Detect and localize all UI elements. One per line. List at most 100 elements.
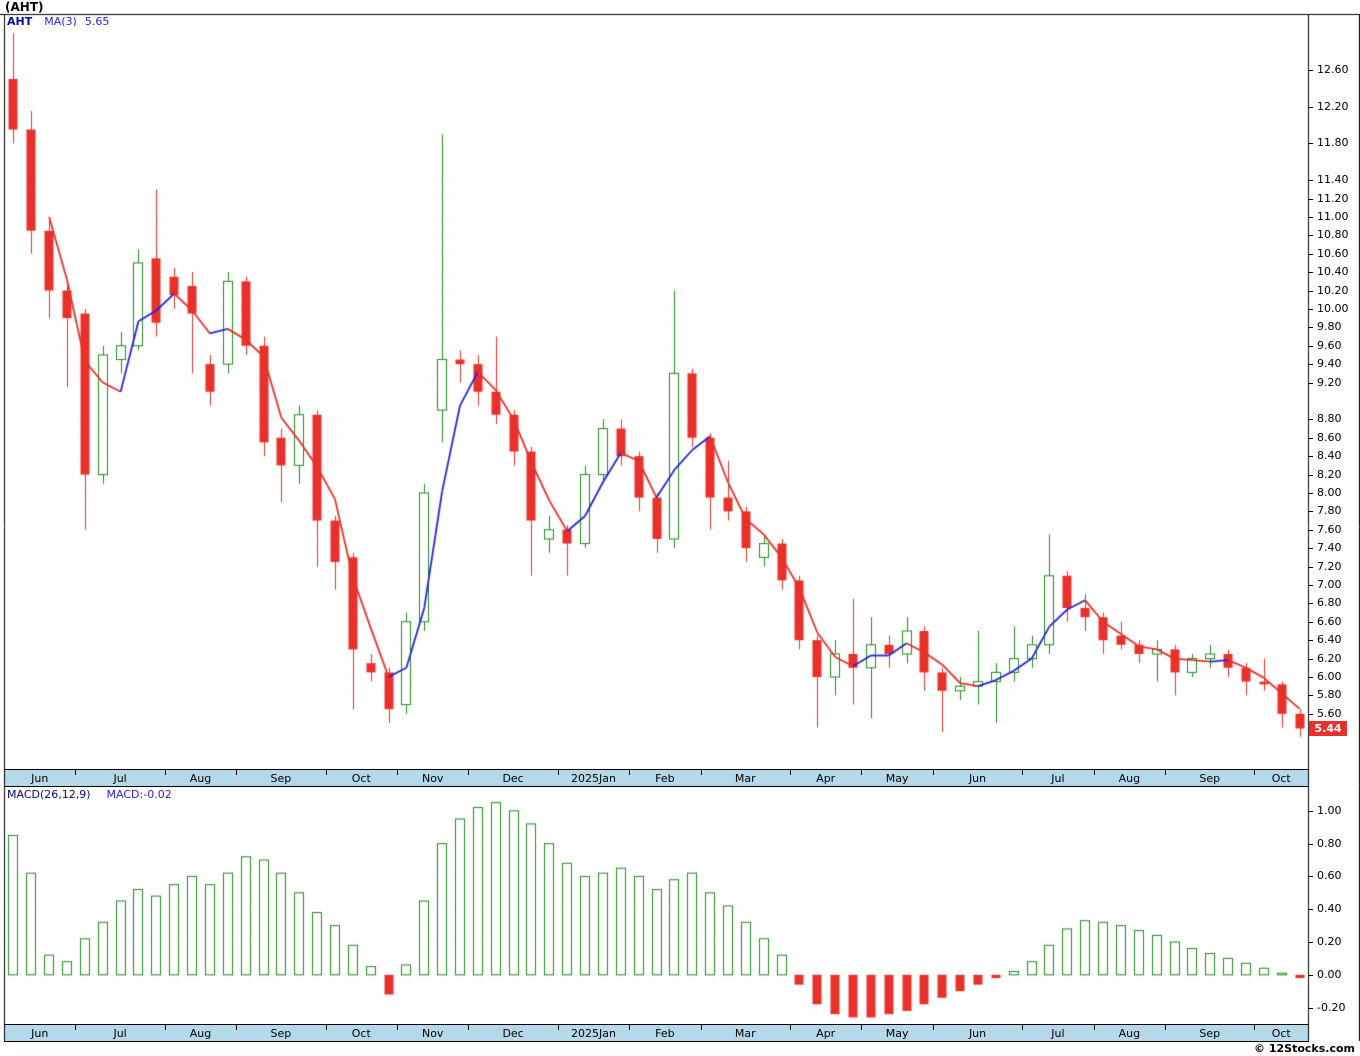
month-boundary-tick bbox=[558, 770, 559, 775]
month-boundary-tick bbox=[933, 1025, 934, 1030]
price-axis-label: 7.00 bbox=[1317, 577, 1342, 591]
axis-tick bbox=[1308, 530, 1313, 531]
axis-tick bbox=[1308, 143, 1313, 144]
price-axis-label: 11.00 bbox=[1317, 209, 1349, 223]
price-axis-label: 8.40 bbox=[1317, 449, 1342, 463]
month-boundary-tick bbox=[701, 1025, 702, 1030]
price-legend: AHT MA(3) 5.65 bbox=[7, 15, 109, 28]
macd-indicator-label: MACD(26,12,9) bbox=[7, 788, 91, 801]
axis-tick bbox=[1308, 942, 1313, 943]
month-label: Dec bbox=[502, 1027, 524, 1040]
axis-tick bbox=[1308, 909, 1313, 910]
month-label: May bbox=[885, 1027, 909, 1040]
axis-tick bbox=[1308, 585, 1313, 586]
month-label: Nov bbox=[421, 1027, 444, 1040]
month-label: Aug bbox=[189, 772, 212, 785]
month-boundary-tick bbox=[629, 770, 630, 775]
month-boundary-tick bbox=[790, 1025, 791, 1030]
last-price-badge: 5.44 bbox=[1309, 720, 1347, 736]
axis-tick bbox=[1308, 695, 1313, 696]
axis-tick bbox=[1308, 254, 1313, 255]
month-boundary-tick bbox=[1022, 1025, 1023, 1030]
month-boundary-tick bbox=[468, 770, 469, 775]
month-boundary-tick bbox=[397, 770, 398, 775]
x-axis-month-band-bottom: Jun Jul Aug Sep Oct Nov Dec 2025Jan Feb Mar Apr May… bbox=[4, 1024, 1309, 1042]
month-boundary-tick bbox=[558, 1025, 559, 1030]
axis-tick bbox=[1308, 107, 1313, 108]
axis-tick bbox=[1308, 714, 1313, 715]
price-axis-label: 10.40 bbox=[1317, 265, 1349, 279]
price-axis-label: 6.20 bbox=[1317, 651, 1342, 665]
month-label: Nov bbox=[421, 772, 444, 785]
price-axis-label: 9.40 bbox=[1317, 357, 1342, 371]
month-label: 2025Jan bbox=[570, 772, 616, 785]
price-axis-label: 7.60 bbox=[1317, 522, 1342, 536]
price-axis-label: 12.60 bbox=[1317, 62, 1349, 76]
axis-tick bbox=[1308, 383, 1313, 384]
price-axis-label: 7.20 bbox=[1317, 559, 1342, 573]
price-axis-label: 5.60 bbox=[1317, 706, 1342, 720]
legend-ma-value: 5.65 bbox=[84, 15, 110, 28]
chart-title: (AHT) bbox=[5, 0, 44, 14]
x-axis-month-band-top: Jun Jul Aug Sep Oct Nov Dec 2025Jan Feb Mar Apr May… bbox=[4, 769, 1309, 787]
month-boundary-tick bbox=[236, 770, 237, 775]
axis-tick bbox=[1308, 419, 1313, 420]
macd-axis-label: 0.80 bbox=[1317, 836, 1342, 850]
price-axis-label: 6.00 bbox=[1317, 669, 1342, 683]
macd-axis-label: -0.20 bbox=[1317, 1000, 1346, 1014]
month-label: Jun bbox=[968, 1027, 987, 1040]
macd-legend: MACD(26,12,9) MACD:-0.02 bbox=[7, 788, 172, 801]
month-label: Aug bbox=[1118, 772, 1141, 785]
axis-tick bbox=[1308, 456, 1313, 457]
axis-tick bbox=[1308, 346, 1313, 347]
price-axis-label: 5.80 bbox=[1317, 688, 1342, 702]
axis-tick bbox=[1308, 1008, 1313, 1009]
price-axis-label: 6.80 bbox=[1317, 596, 1342, 610]
month-label: Sep bbox=[1199, 1027, 1221, 1040]
macd-axis-label: 0.00 bbox=[1317, 967, 1342, 981]
month-label: Apr bbox=[816, 1027, 836, 1040]
price-axis-label: 11.80 bbox=[1317, 136, 1349, 150]
axis-tick bbox=[1308, 811, 1313, 812]
month-label: Feb bbox=[655, 772, 675, 785]
axis-tick bbox=[1308, 291, 1313, 292]
axis-tick bbox=[1308, 235, 1313, 236]
month-boundary-tick bbox=[75, 1025, 76, 1030]
month-boundary-tick bbox=[1094, 770, 1095, 775]
axis-tick bbox=[1308, 199, 1313, 200]
price-axis: 12.60 12.20 11.80 11.40 11.20 11.00 10.80 10.60… bbox=[1308, 0, 1360, 1056]
price-axis-label: 10.60 bbox=[1317, 246, 1349, 260]
legend-symbol: AHT bbox=[7, 15, 33, 28]
axis-tick bbox=[1308, 475, 1313, 476]
axis-tick bbox=[1308, 364, 1313, 365]
macd-axis-label: 0.60 bbox=[1317, 869, 1342, 883]
price-axis-label: 9.20 bbox=[1317, 375, 1342, 389]
month-label: Jul bbox=[1051, 772, 1065, 785]
month-label: Sep bbox=[270, 772, 292, 785]
axis-tick bbox=[1308, 548, 1313, 549]
month-label: Jul bbox=[113, 1027, 127, 1040]
axis-tick bbox=[1308, 327, 1313, 328]
month-label: Oct bbox=[1271, 772, 1291, 785]
legend-ma-label: MA(3) bbox=[44, 15, 77, 28]
price-axis-label: 6.40 bbox=[1317, 633, 1342, 647]
price-axis-label: 11.20 bbox=[1317, 191, 1349, 205]
month-boundary-tick bbox=[1094, 1025, 1095, 1030]
month-label: Apr bbox=[816, 772, 836, 785]
month-boundary-tick bbox=[165, 770, 166, 775]
month-label: Mar bbox=[734, 772, 756, 785]
month-boundary-tick bbox=[1165, 1025, 1166, 1030]
price-axis-label: 8.00 bbox=[1317, 485, 1342, 499]
price-axis-label: 8.80 bbox=[1317, 412, 1342, 426]
axis-tick bbox=[1308, 272, 1313, 273]
price-axis-label: 9.60 bbox=[1317, 338, 1342, 352]
price-axis-label: 10.20 bbox=[1317, 283, 1349, 297]
month-boundary-tick bbox=[861, 770, 862, 775]
month-boundary-tick bbox=[790, 770, 791, 775]
price-axis-label: 12.20 bbox=[1317, 99, 1349, 113]
price-axis-label: 10.00 bbox=[1317, 301, 1349, 315]
month-label: Jun bbox=[31, 1027, 49, 1040]
axis-tick bbox=[1308, 567, 1313, 568]
